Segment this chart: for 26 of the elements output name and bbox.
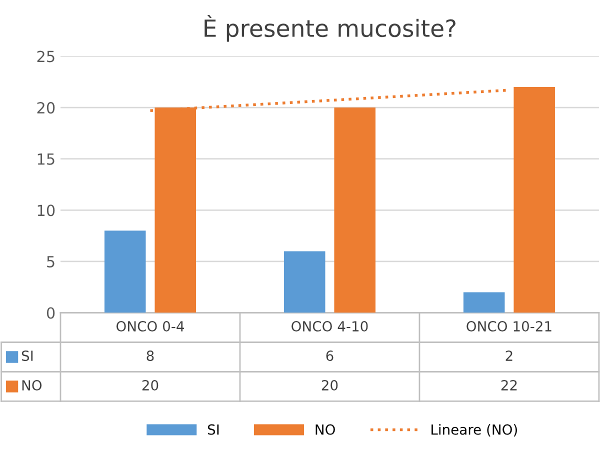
y-tick-label: 10: [38, 204, 55, 216]
y-tick-label: 5: [47, 256, 54, 268]
x-tick-label: ONCO 4-10: [292, 321, 368, 332]
bar: [514, 87, 555, 313]
text: NO: [22, 380, 42, 391]
bar: [284, 251, 326, 313]
y-tick-label: 15: [38, 154, 54, 165]
data-label: 2: [506, 350, 512, 361]
bar: [334, 108, 376, 313]
legend-label: NO: [316, 424, 335, 435]
bar: [104, 230, 146, 313]
legend-label: SI: [22, 350, 33, 362]
legend-label: Lineare (NO): [432, 424, 517, 436]
x-tick-label: ONCO 10-21: [466, 321, 552, 332]
data-label: 20: [142, 380, 158, 391]
text: SI: [208, 424, 219, 435]
y-tick-label: 20: [37, 102, 55, 114]
data-label: 8: [146, 350, 154, 362]
data-label: 6: [326, 350, 334, 362]
y-tick-label: 25: [37, 50, 54, 62]
bar: [463, 292, 505, 313]
chart-title: È presente mucosite?: [204, 14, 456, 42]
data-label: 22: [501, 380, 517, 390]
y-tick-label: 0: [46, 307, 55, 319]
data-label: 20: [322, 380, 338, 391]
x-tick-label: ONCO 0-4: [116, 321, 184, 332]
